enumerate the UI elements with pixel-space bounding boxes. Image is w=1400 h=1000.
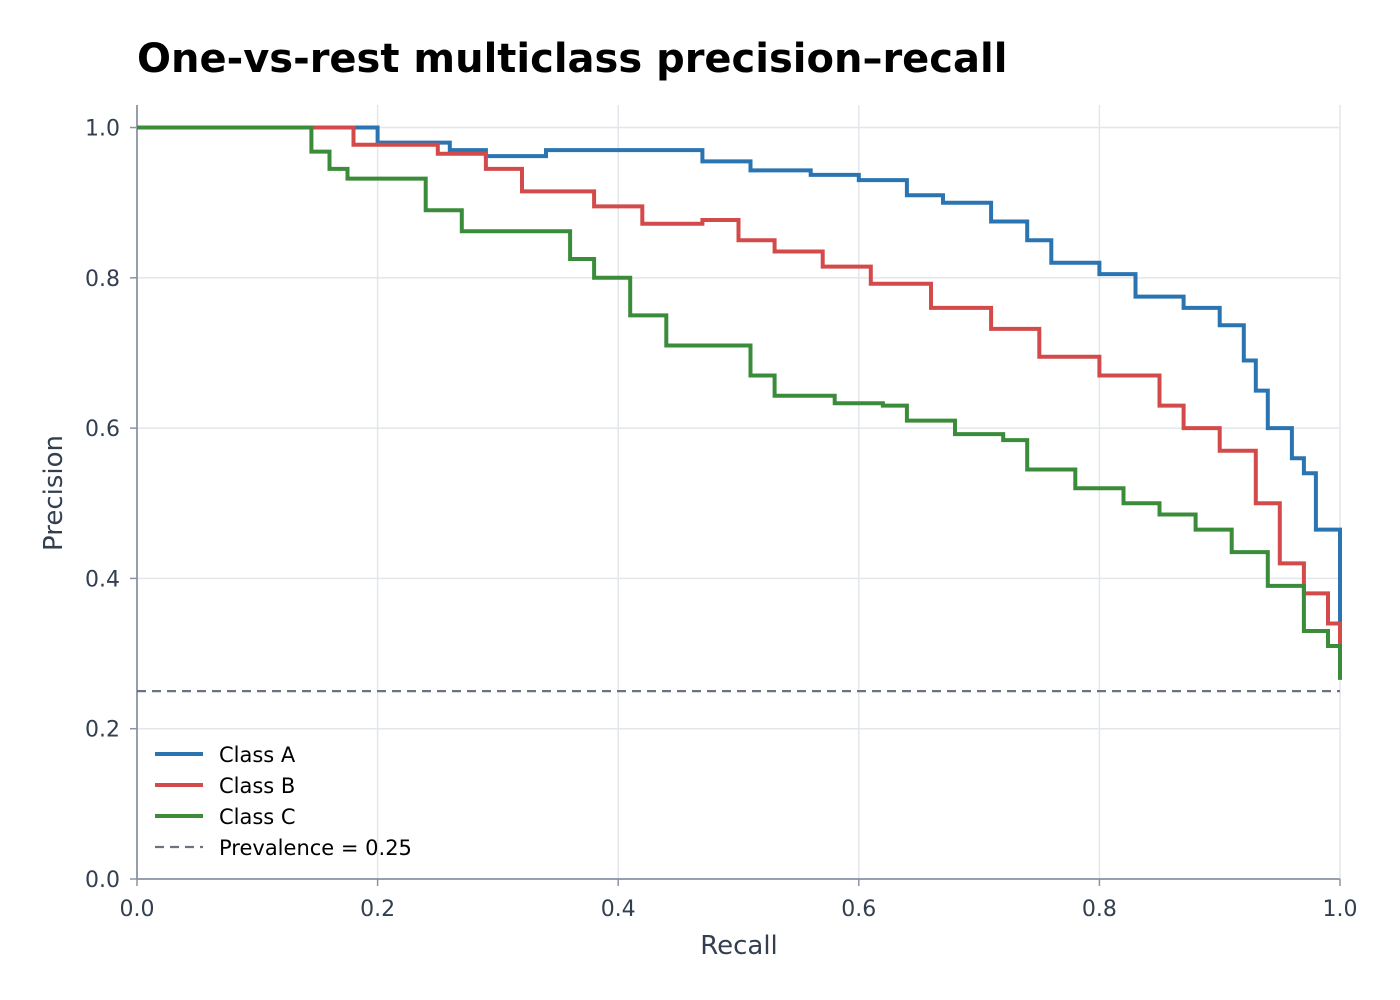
x-tick-label: 0.6 [841,897,876,922]
y-tick-label: 0.4 [85,567,120,592]
x-tick-label: 1.0 [1323,897,1358,922]
tick-labels: 0.0 0.2 0.4 0.6 0.8 1.0 0.0 0.2 0.4 0.6 0.8 1.0 [85,117,1358,922]
legend-label: Class A [219,743,296,767]
x-tick-label: 0.0 [120,897,155,922]
series-line-class-c [137,125,1342,680]
legend-label: Class B [219,774,295,798]
y-tick-label: 1.0 [85,117,120,142]
chart-title: One-vs-rest multiclass precision–recall [137,36,1007,82]
legend-label: Prevalence = 0.25 [219,836,412,860]
series-line-class-b [137,125,1342,654]
plot-area [137,125,1342,693]
y-tick-label: 0.2 [85,718,120,743]
y-axis-label: Precision [39,435,69,551]
grid [137,105,1341,879]
x-tick-label: 0.8 [1082,897,1117,922]
y-tick-label: 0.8 [85,267,120,292]
axes [136,105,1340,880]
y-tick-label: 0.6 [85,417,120,442]
legend-label: Class C [219,805,296,829]
x-axis-label: Recall [700,931,778,961]
x-tick-label: 0.4 [601,897,636,922]
y-tick-label: 0.0 [85,868,120,893]
x-tick-label: 0.2 [360,897,395,922]
legend: Class A Class B Class C Prevalence = 0.25 [155,743,412,860]
series-line-class-a [137,125,1342,624]
